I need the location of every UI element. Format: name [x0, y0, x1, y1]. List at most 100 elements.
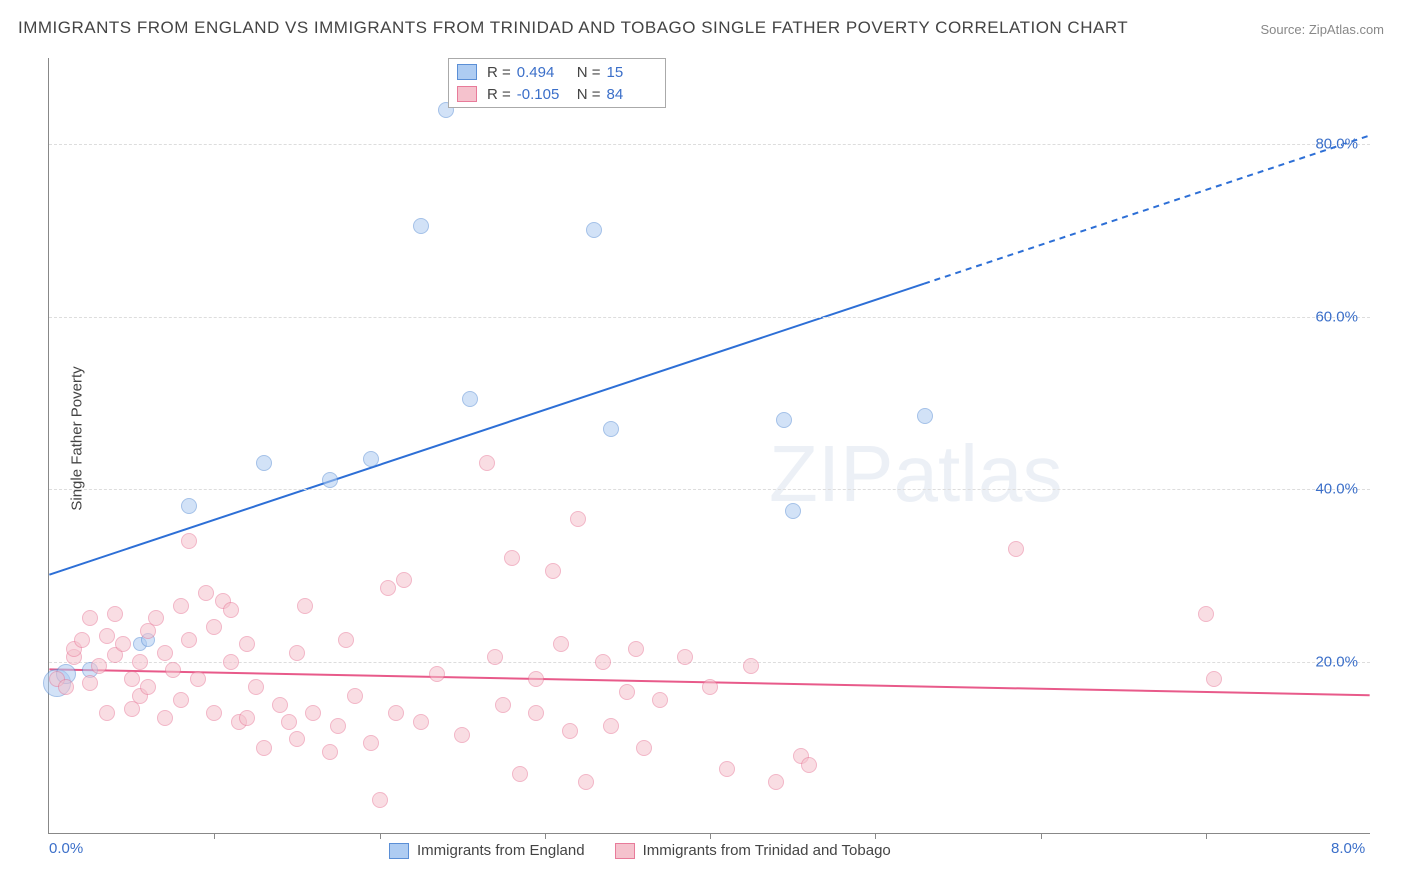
data-point [157, 710, 173, 726]
legend-stat-row: R = 0.494 N = 15 [457, 61, 657, 83]
plot-area: ZIPatlas 20.0%40.0%60.0%80.0%0.0%8.0% Im… [48, 58, 1370, 834]
data-point [289, 731, 305, 747]
legend-stat-row: R = -0.105 N = 84 [457, 83, 657, 105]
x-tick [380, 833, 381, 839]
data-point [173, 598, 189, 614]
data-point [528, 671, 544, 687]
y-tick-label: 40.0% [1315, 481, 1358, 498]
data-point [223, 602, 239, 618]
y-tick-label: 80.0% [1315, 136, 1358, 153]
data-point [91, 658, 107, 674]
data-point [652, 692, 668, 708]
data-point [413, 714, 429, 730]
data-point [628, 641, 644, 657]
data-point [330, 718, 346, 734]
data-point [570, 511, 586, 527]
series-legend: Immigrants from England Immigrants from … [389, 842, 891, 859]
correlation-legend: R = 0.494 N = 15 R = -0.105 N = 84 [448, 58, 666, 108]
legend-swatch [457, 64, 477, 80]
legend-swatch [389, 843, 409, 859]
x-tick [1041, 833, 1042, 839]
data-point [595, 654, 611, 670]
data-point [545, 563, 561, 579]
data-point [562, 723, 578, 739]
data-point [132, 654, 148, 670]
legend-swatch [457, 86, 477, 102]
chart-title: IMMIGRANTS FROM ENGLAND VS IMMIGRANTS FR… [18, 18, 1128, 38]
data-point [372, 792, 388, 808]
data-point [223, 654, 239, 670]
data-point [743, 658, 759, 674]
data-point [74, 632, 90, 648]
data-point [338, 632, 354, 648]
data-point [239, 636, 255, 652]
data-point [322, 472, 338, 488]
stat-n-label: N = [577, 64, 601, 81]
trend-line-extrapolated [924, 136, 1370, 284]
data-point [58, 679, 74, 695]
data-point [157, 645, 173, 661]
x-tick [710, 833, 711, 839]
stat-r-value: 0.494 [517, 64, 567, 81]
legend-label: Immigrants from England [417, 842, 585, 859]
stat-r-value: -0.105 [517, 86, 567, 103]
data-point [603, 718, 619, 734]
legend-item: Immigrants from England [389, 842, 585, 859]
gridline-h [49, 489, 1370, 490]
data-point [487, 649, 503, 665]
data-point [148, 610, 164, 626]
data-point [363, 735, 379, 751]
data-point [206, 705, 222, 721]
data-point [173, 692, 189, 708]
data-point [396, 572, 412, 588]
data-point [107, 606, 123, 622]
data-point [702, 679, 718, 695]
data-point [1008, 541, 1024, 557]
data-point [512, 766, 528, 782]
data-point [115, 636, 131, 652]
data-point [586, 222, 602, 238]
data-point [429, 666, 445, 682]
gridline-h [49, 144, 1370, 145]
data-point [347, 688, 363, 704]
data-point [1198, 606, 1214, 622]
data-point [619, 684, 635, 700]
x-tick [1206, 833, 1207, 839]
stat-n-value: 84 [607, 86, 657, 103]
data-point [181, 533, 197, 549]
x-tick-label: 8.0% [1331, 840, 1365, 857]
data-point [768, 774, 784, 790]
data-point [719, 761, 735, 777]
data-point [124, 671, 140, 687]
stat-r-label: R = [487, 64, 511, 81]
x-tick [875, 833, 876, 839]
data-point [388, 705, 404, 721]
data-point [776, 412, 792, 428]
data-point [99, 628, 115, 644]
data-point [272, 697, 288, 713]
legend-item: Immigrants from Trinidad and Tobago [615, 842, 891, 859]
data-point [206, 619, 222, 635]
data-point [553, 636, 569, 652]
data-point [479, 455, 495, 471]
gridline-h [49, 662, 1370, 663]
data-point [165, 662, 181, 678]
source-attribution: Source: ZipAtlas.com [1260, 22, 1384, 37]
data-point [239, 710, 255, 726]
data-point [1206, 671, 1222, 687]
legend-label: Immigrants from Trinidad and Tobago [643, 842, 891, 859]
data-point [99, 705, 115, 721]
data-point [256, 455, 272, 471]
data-point [256, 740, 272, 756]
data-point [181, 632, 197, 648]
data-point [322, 744, 338, 760]
x-tick [545, 833, 546, 839]
data-point [801, 757, 817, 773]
data-point [190, 671, 206, 687]
data-point [297, 598, 313, 614]
data-point [504, 550, 520, 566]
data-point [454, 727, 470, 743]
data-point [917, 408, 933, 424]
data-point [363, 451, 379, 467]
stat-n-label: N = [577, 86, 601, 103]
